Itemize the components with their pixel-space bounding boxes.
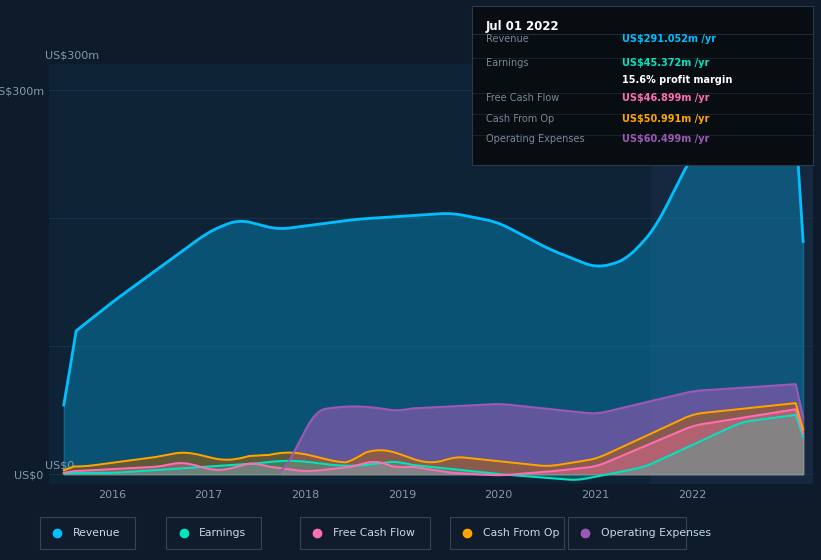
Text: Operating Expenses: Operating Expenses <box>486 134 585 144</box>
Text: Earnings: Earnings <box>486 58 528 68</box>
Text: Cash From Op: Cash From Op <box>486 114 554 124</box>
Bar <box>40 517 135 549</box>
Text: 15.6% profit margin: 15.6% profit margin <box>622 76 732 86</box>
Text: Free Cash Flow: Free Cash Flow <box>333 529 415 538</box>
Text: Cash From Op: Cash From Op <box>483 529 559 538</box>
Text: US$300m: US$300m <box>45 50 99 60</box>
Text: Jul 01 2022: Jul 01 2022 <box>486 20 559 33</box>
Bar <box>450 517 564 549</box>
Text: Revenue: Revenue <box>486 34 529 44</box>
Text: Earnings: Earnings <box>200 529 246 538</box>
Text: Free Cash Flow: Free Cash Flow <box>486 93 559 103</box>
Bar <box>300 517 430 549</box>
Text: US$60.499m /yr: US$60.499m /yr <box>622 134 709 144</box>
Bar <box>166 517 261 549</box>
Bar <box>568 517 686 549</box>
Text: US$0: US$0 <box>45 461 75 471</box>
Text: Revenue: Revenue <box>73 529 121 538</box>
Text: Operating Expenses: Operating Expenses <box>601 529 711 538</box>
Text: US$50.991m /yr: US$50.991m /yr <box>622 114 709 124</box>
Bar <box>651 64 821 484</box>
Text: US$45.372m /yr: US$45.372m /yr <box>622 58 709 68</box>
Text: US$291.052m /yr: US$291.052m /yr <box>622 34 716 44</box>
Text: US$46.899m /yr: US$46.899m /yr <box>622 93 709 103</box>
